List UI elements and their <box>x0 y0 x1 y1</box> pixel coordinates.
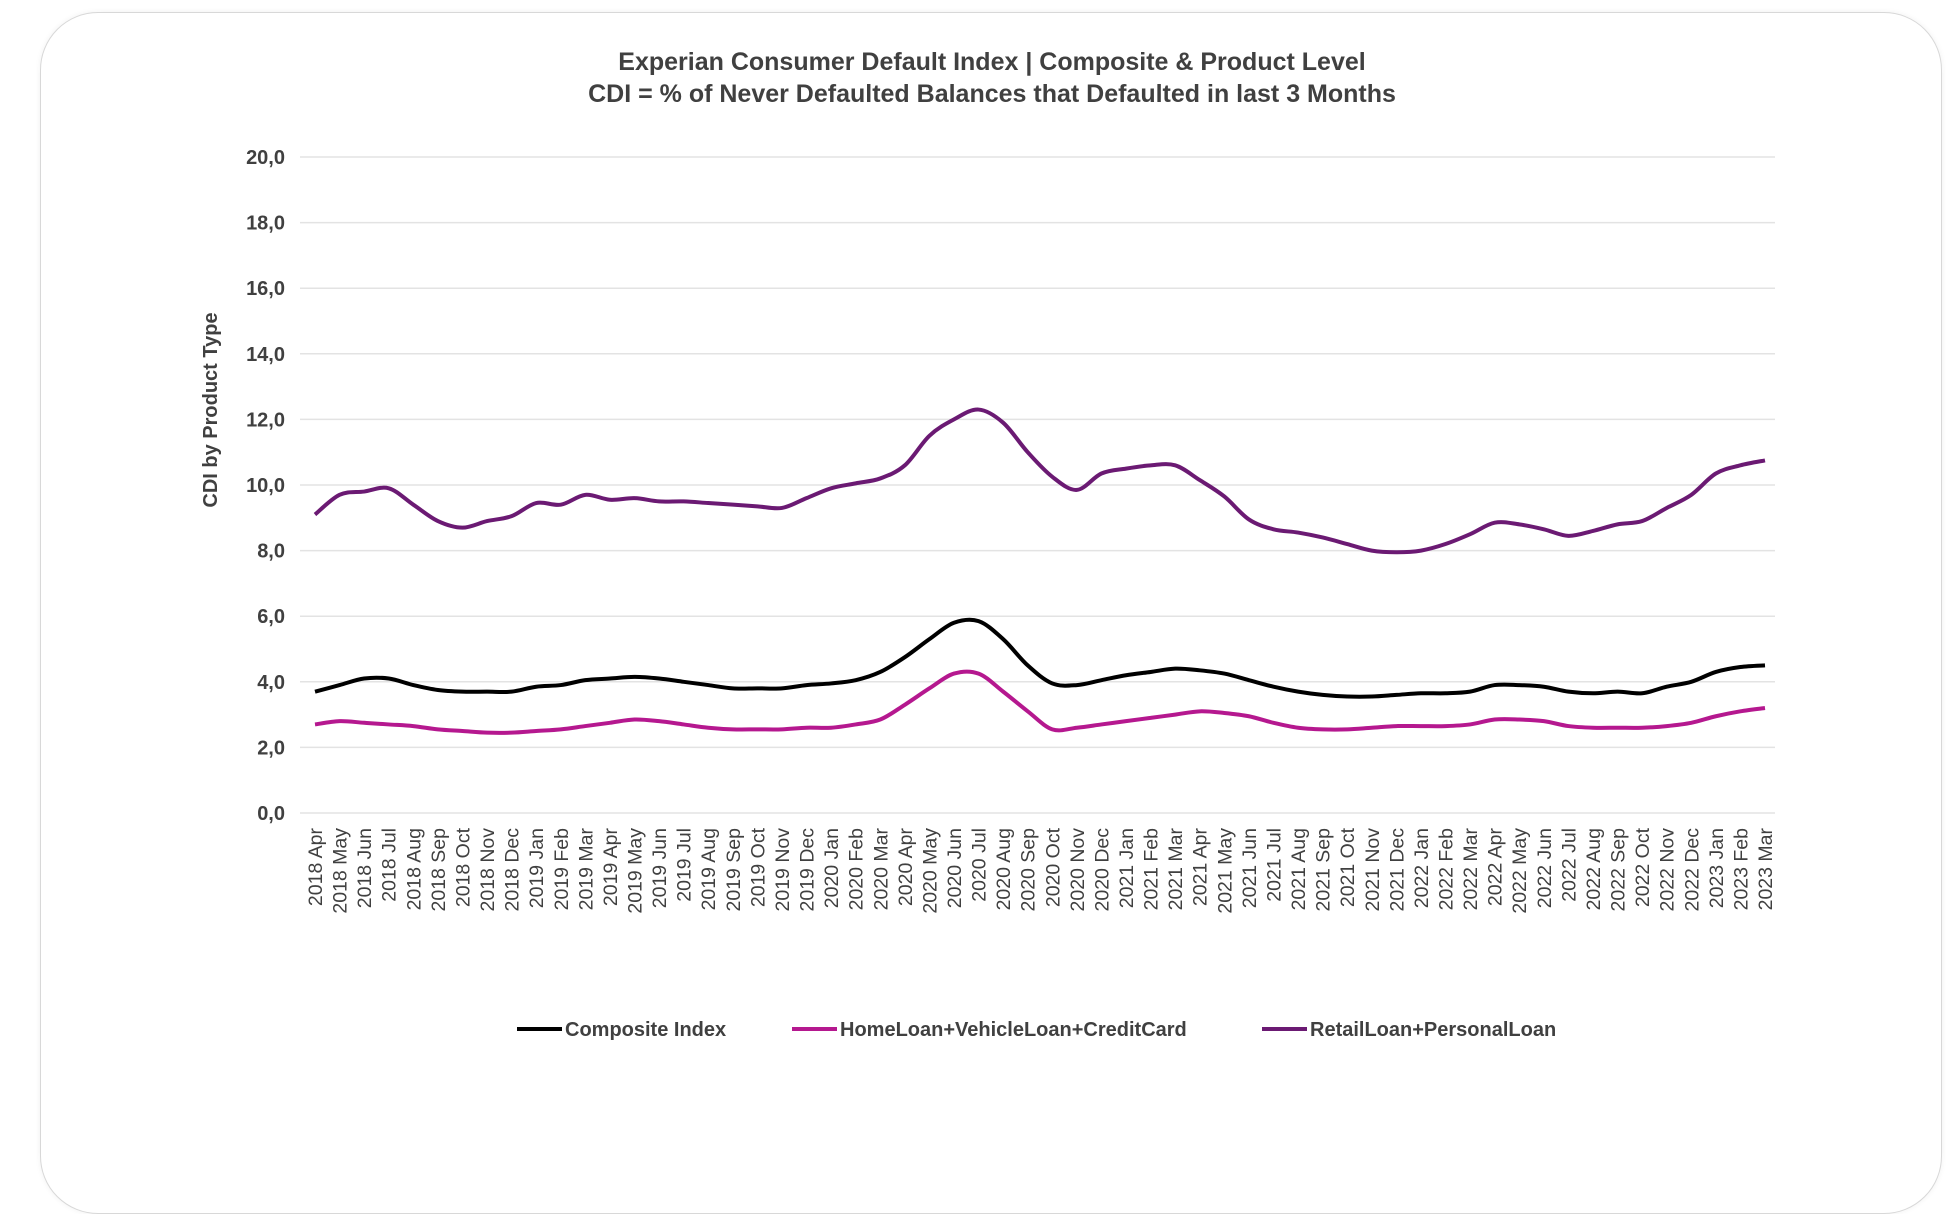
legend-item-homeloan-vehicleloan-creditcard: HomeLoan+VehicleLoan+CreditCard <box>792 1019 1187 1041</box>
x-tick-label: 2020 Sep <box>1018 828 1040 912</box>
x-tick-label: 2021 Sep <box>1313 828 1335 912</box>
x-tick-label: 2020 Aug <box>993 828 1015 910</box>
y-tick-label: 16,0 <box>246 278 285 300</box>
x-axis-ticks: 2018 Apr 2018 May 2018 Jun 2018 Jul 2018 Aug… <box>305 827 1777 913</box>
x-tick-label: 2022 Mar <box>1460 828 1482 911</box>
x-tick-label: 2020 Apr <box>895 828 917 907</box>
x-tick-label: 2020 Nov <box>1067 828 1089 912</box>
series-line-homeloan-vehicleloan-creditcard <box>314 669 1766 735</box>
x-tick-label: 2022 Jan <box>1411 828 1433 908</box>
y-axis-ticks: 0,0 2,0 4,0 6,0 8,0 10,0 12,0 14,0 16,0 18,0 20,0 <box>246 147 285 825</box>
x-tick-label: 2023 Mar <box>1755 828 1777 911</box>
x-tick-label: 2021 Apr <box>1190 828 1212 907</box>
x-tick-label: 2018 Nov <box>477 828 499 912</box>
x-tick-label: 2021 Oct <box>1337 827 1359 907</box>
series-line-composite-index <box>314 617 1766 699</box>
x-tick-label: 2019 Jul <box>674 828 696 902</box>
x-tick-label: 2022 Jun <box>1534 828 1556 908</box>
x-tick-label: 2019 Mar <box>575 828 597 911</box>
x-tick-label: 2019 Oct <box>747 827 769 907</box>
x-tick-label: 2021 Feb <box>1141 828 1163 911</box>
x-tick-label: 2018 Oct <box>452 827 474 907</box>
y-axis-label: CDI by Product Type <box>200 312 222 507</box>
y-tick-label: 12,0 <box>246 409 285 431</box>
x-tick-label: 2022 Dec <box>1681 828 1703 912</box>
x-tick-label: 2021 Mar <box>1165 828 1187 911</box>
x-tick-label: 2021 Aug <box>1288 828 1310 910</box>
x-tick-label: 2022 Apr <box>1485 828 1507 907</box>
y-tick-label: 20,0 <box>246 147 285 169</box>
x-tick-label: 2019 Jun <box>649 828 671 908</box>
x-tick-label: 2022 May <box>1509 828 1531 914</box>
legend-label-retailloan-personalloan: RetailLoan+PersonalLoan <box>1310 1019 1556 1041</box>
x-tick-label: 2018 Sep <box>428 828 450 912</box>
x-tick-label: 2020 Dec <box>1091 828 1113 912</box>
x-tick-label: 2021 Dec <box>1386 828 1408 912</box>
x-tick-label: 2020 Oct <box>1042 827 1064 907</box>
x-tick-label: 2023 Feb <box>1730 828 1752 911</box>
legend-label-homeloan-vehicleloan-creditcard: HomeLoan+VehicleLoan+CreditCard <box>840 1019 1187 1041</box>
x-tick-label: 2022 Nov <box>1657 828 1679 912</box>
y-tick-label: 10,0 <box>246 475 285 497</box>
x-tick-label: 2020 Jul <box>969 828 991 902</box>
y-tick-label: 8,0 <box>257 541 285 563</box>
x-tick-label: 2020 Mar <box>870 828 892 911</box>
x-tick-label: 2019 Nov <box>772 828 794 912</box>
x-tick-label: 2018 May <box>330 828 352 914</box>
x-tick-label: 2018 Jul <box>379 828 401 902</box>
x-tick-label: 2019 Sep <box>723 828 745 912</box>
x-tick-label: 2020 May <box>919 828 941 914</box>
x-tick-label: 2018 Aug <box>403 828 425 910</box>
legend-label-composite-index: Composite Index <box>565 1019 726 1041</box>
line-chart: 0,02,04,06,08,010,012,014,016,018,020,0 … <box>200 48 1777 1041</box>
x-tick-label: 2019 Jan <box>526 828 548 908</box>
gridlines <box>300 156 1775 814</box>
x-tick-label: 2021 Jan <box>1116 828 1138 908</box>
x-tick-label: 2020 Feb <box>846 828 868 911</box>
x-tick-label: 2022 Feb <box>1436 828 1458 911</box>
y-tick-label: 0,0 <box>257 803 285 825</box>
series-line-retailloan-personalloan <box>313 407 1766 555</box>
x-tick-label: 2019 May <box>624 828 646 914</box>
chart-subtitle: CDI = % of Never Defaulted Balances that… <box>588 80 1396 108</box>
x-tick-label: 2018 Jun <box>354 828 376 908</box>
legend-item-composite-index: Composite Index <box>517 1019 726 1041</box>
x-tick-label: 2018 Apr <box>305 828 327 907</box>
x-tick-label: 2020 Jan <box>821 828 843 908</box>
x-tick-label: 2019 Feb <box>551 828 573 911</box>
x-tick-label: 2022 Oct <box>1632 827 1654 907</box>
x-tick-label: 2021 Nov <box>1362 828 1384 912</box>
x-tick-label: 2021 May <box>1214 828 1236 914</box>
x-tick-label: 2022 Aug <box>1583 828 1605 910</box>
x-tick-label: 2023 Jan <box>1706 828 1728 908</box>
x-tick-label: 2019 Aug <box>698 828 720 910</box>
y-tick-label: 18,0 <box>246 213 285 235</box>
x-tick-label: 2021 Jun <box>1239 828 1261 908</box>
x-tick-label: 2020 Jun <box>944 828 966 908</box>
x-tick-label: 2022 Sep <box>1608 828 1630 912</box>
series-lines <box>313 407 1766 735</box>
y-tick-label: 14,0 <box>246 344 285 366</box>
x-tick-label: 2021 Jul <box>1263 828 1285 902</box>
legend-item-retailloan-personalloan: RetailLoan+PersonalLoan <box>1262 1019 1556 1041</box>
x-tick-label: 2022 Jul <box>1558 828 1580 902</box>
x-tick-label: 2018 Dec <box>502 828 524 912</box>
x-tick-label: 2019 Dec <box>797 828 819 912</box>
legend: Composite Index HomeLoan+VehicleLoan+Cre… <box>517 1019 1556 1041</box>
chart-card <box>40 12 1942 1214</box>
y-tick-label: 2,0 <box>257 737 285 759</box>
x-tick-label: 2019 Apr <box>600 828 622 907</box>
y-tick-label: 6,0 <box>257 606 285 628</box>
y-tick-label: 4,0 <box>257 672 285 694</box>
chart-title: Experian Consumer Default Index | Compos… <box>618 48 1365 76</box>
